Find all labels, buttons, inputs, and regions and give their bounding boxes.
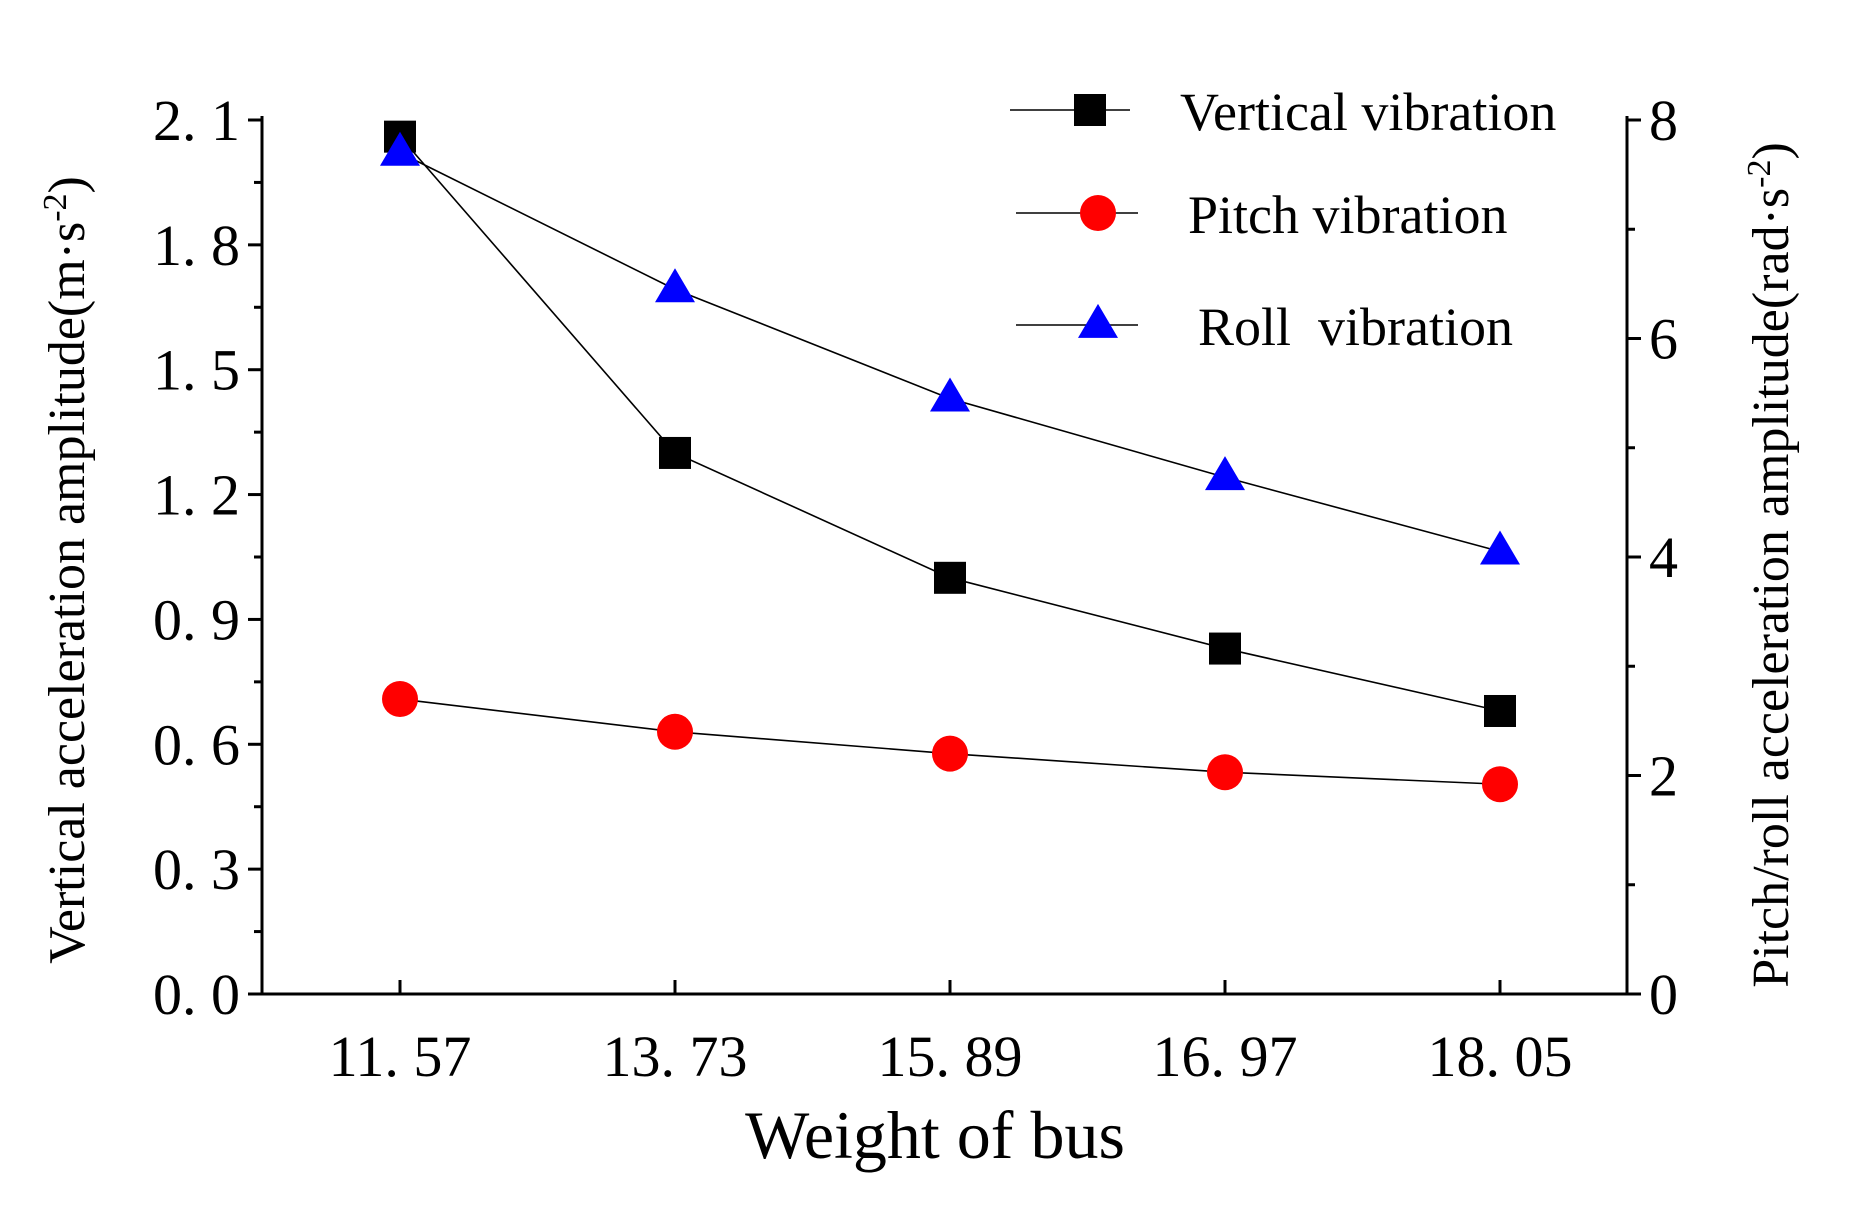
data-point-triangle <box>1205 456 1245 491</box>
y-left-tick-label: 0. 9 <box>153 587 240 652</box>
data-point-triangle <box>380 131 420 166</box>
y-left-axis-title-main: Vertical acceleration amplitude(m·s <box>39 222 96 964</box>
y-left-tick-label: 2. 1 <box>153 88 240 153</box>
y-left-tick-label: 0. 0 <box>153 962 240 1027</box>
x-tick-label: 11. 57 <box>329 1024 472 1089</box>
data-point-circle <box>657 713 693 750</box>
y-right-tick-label: 8 <box>1649 88 1678 153</box>
legend-label: Roll vibration <box>1198 297 1513 357</box>
x-axis-title: Weight of bus <box>745 1097 1125 1173</box>
series-markers <box>380 120 1520 803</box>
data-point-square <box>934 561 966 594</box>
data-point-square <box>1209 632 1241 665</box>
legend-label: Pitch vibration <box>1188 185 1507 245</box>
y-left-axis-title-close: ) <box>39 176 96 193</box>
y-right-tick-label: 4 <box>1649 525 1678 590</box>
data-point-circle <box>1482 766 1518 803</box>
y-left-tick-label: 1. 8 <box>153 213 240 278</box>
data-point-circle <box>1207 754 1243 791</box>
data-point-circle <box>382 681 418 718</box>
y-left-tick-label: 1. 2 <box>153 463 240 528</box>
ticks: 11. 57 13. 73 15. 89 16. 97 18. 05 0. 0 0. 3 0.… <box>153 88 1678 1089</box>
data-point-triangle <box>1480 530 1520 565</box>
data-point-square <box>659 436 691 469</box>
y-right-axis-title-main: Pitch/roll acceleration amplitude(rad·s <box>1743 188 1800 988</box>
y-right-tick-label: 6 <box>1649 307 1678 372</box>
y-right-axis-title-close: ) <box>1743 142 1800 159</box>
y-right-tick-label: 0 <box>1649 962 1678 1027</box>
data-point-triangle <box>655 268 695 303</box>
legend-marker-triangle <box>1078 303 1118 338</box>
y-right-axis-title-sup: -2 <box>1741 160 1778 188</box>
y-left-tick-label: 0. 3 <box>153 837 240 902</box>
y-right-tick-label: 2 <box>1649 744 1678 809</box>
legend-label: Vertical vibration <box>1180 82 1556 142</box>
data-point-square <box>1484 694 1516 727</box>
legend-marker-circle <box>1080 195 1116 231</box>
y-left-tick-label: 0. 6 <box>153 712 240 777</box>
x-tick-label: 13. 73 <box>603 1024 748 1089</box>
axes <box>260 116 1629 996</box>
legend-marker-square <box>1074 94 1106 126</box>
x-tick-label: 18. 05 <box>1428 1024 1573 1089</box>
x-tick-label: 15. 89 <box>878 1024 1023 1089</box>
data-point-triangle <box>930 377 970 412</box>
y-left-axis-title-sup: -2 <box>37 193 74 221</box>
data-point-circle <box>932 735 968 772</box>
y-left-tick-label: 1. 5 <box>153 338 240 403</box>
legend: Vertical vibration Pitch vibration Roll vi… <box>1010 82 1556 357</box>
y-right-axis-title: Pitch/roll acceleration amplitude(rad·s-… <box>1741 142 1800 988</box>
y-left-axis-title: Vertical acceleration amplitude(m·s-2) <box>37 176 96 964</box>
x-tick-label: 16. 97 <box>1153 1024 1298 1089</box>
